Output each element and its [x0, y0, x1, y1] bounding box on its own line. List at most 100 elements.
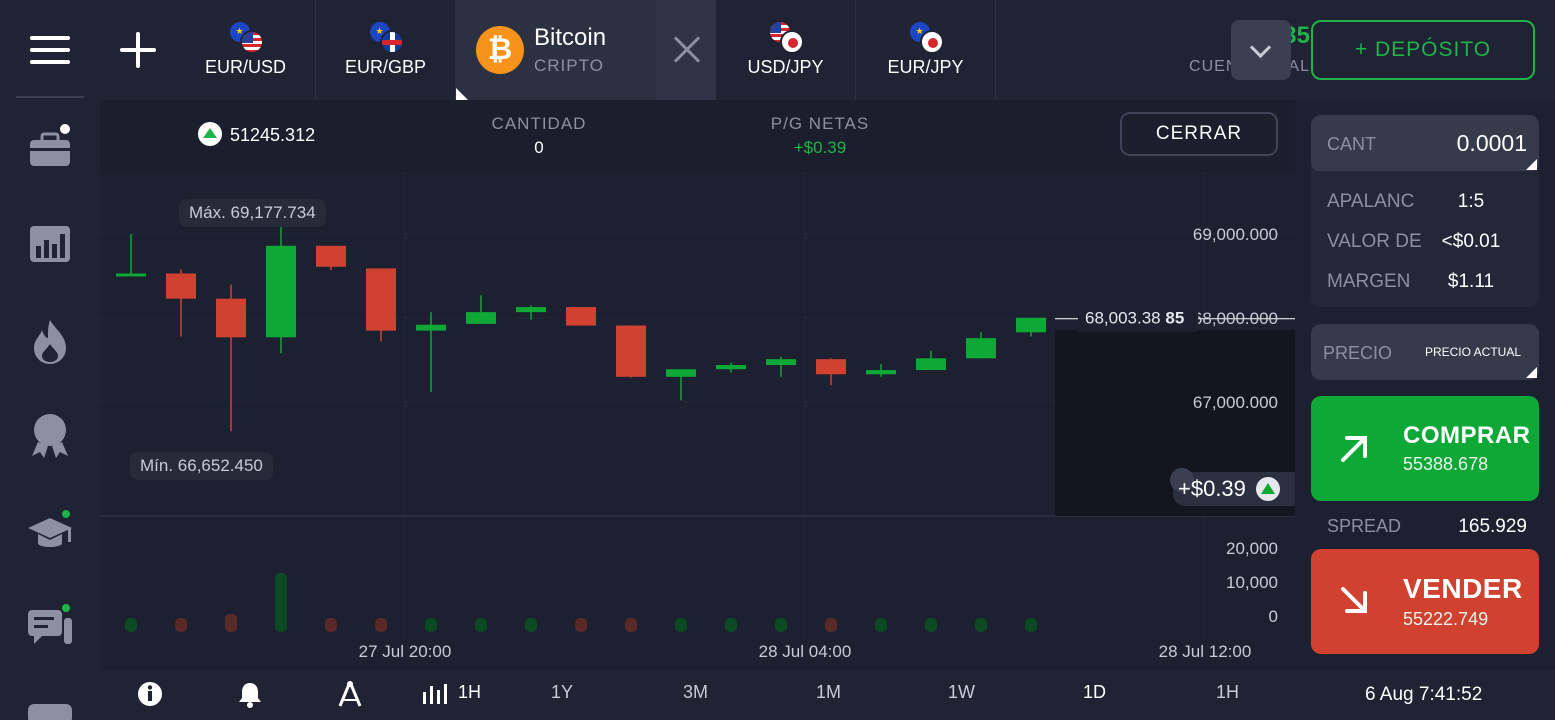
order-info: APALANC 1:5 VALOR DE <$0.01 MARGEN $1.11 — [1311, 171, 1539, 307]
candle-body — [566, 307, 596, 326]
volume-bar — [625, 618, 637, 632]
candle-body — [966, 338, 996, 359]
period-1w[interactable]: 1W — [948, 682, 975, 702]
arrow-up-right-icon — [1341, 436, 1367, 462]
max-price-label: Máx. 69,177.734 — [179, 199, 326, 227]
period-1h[interactable]: 1H — [1216, 682, 1240, 702]
timeframe-selector[interactable]: 1H — [458, 682, 482, 702]
order-settings-box: CANT 0.0001 APALANC 1:5 VALOR DE <$0.01 … — [1311, 115, 1539, 307]
top-bar: EUR/USD EUR/GBP ₿ Bitcoin CRIPTO USD/JPY… — [100, 0, 1555, 100]
candle-body — [666, 369, 696, 377]
leverage-label: APALANC — [1327, 191, 1415, 212]
price-axis-label: 68,000.000 — [1193, 309, 1278, 328]
volume-axis-label: 0 — [1269, 607, 1278, 626]
candle-type-icon[interactable] — [420, 680, 448, 708]
sidebar — [0, 0, 100, 720]
sell-label: VENDER — [1403, 573, 1523, 604]
close-position-button[interactable]: CERRAR — [1120, 112, 1278, 156]
candles — [116, 219, 1046, 432]
tab-usd-jpy[interactable]: USD/JPY — [716, 0, 856, 100]
account-dropdown-button[interactable] — [1231, 20, 1291, 80]
jp-flag-icon — [779, 30, 804, 54]
price-selector[interactable]: PRECIO PRECIO ACTUAL — [1311, 324, 1539, 380]
volume-bar — [375, 618, 387, 632]
value-value: <$0.01 — [1441, 231, 1501, 252]
volume-bar — [675, 618, 687, 632]
drawing-tools-icon[interactable] — [336, 680, 364, 708]
menu-icon[interactable] — [30, 36, 70, 64]
volume-axis-label: 10,000 — [1226, 573, 1278, 592]
pnl-up-arrow-icon — [1261, 483, 1275, 494]
current-datetime: 6 Aug 7:41:52 — [1365, 684, 1483, 705]
deposit-button[interactable]: + DEPÓSITO — [1311, 20, 1535, 80]
buy-button[interactable]: COMPRAR 55388.678 — [1311, 396, 1539, 501]
period-1d[interactable]: 1D — [1083, 682, 1107, 702]
chat-support-icon[interactable] — [26, 602, 74, 652]
dropdown-corner-icon — [1526, 159, 1537, 170]
education-cap-icon[interactable] — [26, 508, 74, 556]
margin-value: $1.11 — [1447, 271, 1495, 292]
more-icon[interactable] — [26, 700, 74, 720]
tab-corner-marker — [456, 88, 468, 100]
trending-fire-icon[interactable] — [26, 318, 74, 366]
tab-eur-jpy[interactable]: EUR/JPY — [856, 0, 996, 100]
volume-bar — [225, 613, 237, 632]
candle-body — [416, 324, 446, 331]
chart-area[interactable]: 51245.312 CANTIDAD 0 P/G NETAS +$0.39 CE… — [100, 100, 1295, 670]
close-tab-icon[interactable] — [656, 0, 716, 100]
position-row: 51245.312 CANTIDAD 0 P/G NETAS +$0.39 CE… — [100, 100, 1295, 172]
notification-dot — [60, 508, 72, 520]
current-price-bg — [1078, 305, 1198, 332]
pnl-value: +$0.39 — [793, 138, 847, 157]
candle-body — [366, 268, 396, 331]
candle-body — [816, 359, 846, 375]
bell-alert-icon[interactable] — [236, 680, 264, 708]
info-icon[interactable] — [136, 680, 164, 708]
quantity-input-label: CANT — [1327, 134, 1376, 154]
leverage-value: 1:5 — [1457, 191, 1485, 212]
tab-label: EUR/JPY — [887, 57, 964, 77]
pnl-column: P/G NETAS +$0.39 — [760, 114, 880, 158]
volume-bar — [825, 618, 837, 632]
price-value: PRECIO ACTUAL — [1424, 345, 1521, 359]
bitcoin-icon: ₿ — [476, 26, 524, 74]
volume-bar — [475, 618, 487, 632]
tab-label: EUR/GBP — [344, 57, 427, 77]
quantity-input[interactable]: CANT 0.0001 — [1311, 115, 1539, 172]
quantity-column: CANTIDAD 0 — [480, 114, 598, 158]
tab-title: Bitcoin — [534, 24, 607, 51]
bottom-toolbar: 1H 1Y 3M 1M 1W 1D 1H 6 Aug 7:41:52 — [100, 670, 1555, 720]
tab-label: EUR/USD — [204, 57, 286, 77]
candlestick-chart[interactable]: 69,000.000 68,000.000 67,000.000 20,000 10,0… — [100, 172, 1295, 670]
period-3m[interactable]: 3M — [683, 682, 709, 702]
tab-bitcoin[interactable]: ₿ Bitcoin CRIPTO — [456, 0, 716, 100]
currency-flags-icon — [367, 20, 404, 54]
volume-bars — [125, 572, 1037, 632]
current-price-bold: 85 — [1165, 309, 1184, 328]
volume-bar — [1025, 618, 1037, 632]
margin-label: MARGEN — [1327, 271, 1411, 292]
spread-value: 165.929 — [1458, 516, 1527, 537]
tab-eur-usd[interactable]: EUR/USD — [176, 0, 316, 100]
spread-label: SPREAD — [1327, 516, 1402, 536]
chart-stats-icon[interactable] — [26, 220, 74, 268]
award-badge-icon[interactable] — [26, 410, 74, 458]
tab-eur-gbp[interactable]: EUR/GBP — [316, 0, 456, 100]
trade-panel: CANT 0.0001 APALANC 1:5 VALOR DE <$0.01 … — [1311, 115, 1539, 654]
volume-bar — [575, 618, 587, 632]
volume-axis-label: 20,000 — [1226, 539, 1278, 558]
volume-bar — [425, 618, 437, 632]
candle-body — [116, 273, 146, 277]
buy-label: COMPRAR — [1403, 422, 1531, 449]
period-1m[interactable]: 1M — [816, 682, 842, 702]
time-axis-label: 28 Jul 04:00 — [759, 642, 852, 661]
period-1y[interactable]: 1Y — [551, 682, 574, 702]
volume-bar — [325, 618, 337, 632]
volume-bar — [875, 618, 887, 632]
candle-body — [916, 358, 946, 371]
volume-bar — [525, 618, 537, 632]
add-asset-button[interactable] — [100, 0, 176, 100]
chart-axes: 69,000.000 68,000.000 67,000.000 20,000 10,0… — [359, 225, 1295, 661]
portfolio-icon[interactable] — [26, 122, 74, 172]
sell-button[interactable]: VENDER 55222.749 — [1311, 549, 1539, 654]
